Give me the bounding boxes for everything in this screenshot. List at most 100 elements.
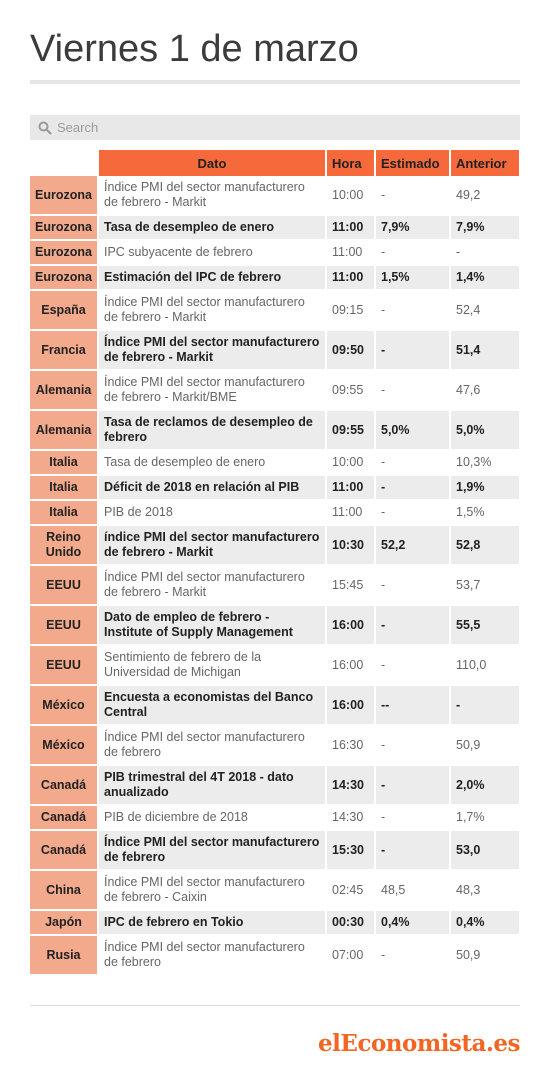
row-hora: 11:00	[327, 476, 376, 501]
row-anterior: 10,3%	[451, 451, 519, 476]
row-dato: Estimación del IPC de febrero	[99, 266, 327, 291]
row-hora: 15:45	[327, 566, 376, 606]
row-country: Alemania	[30, 371, 99, 411]
row-country: Reino Unido	[30, 526, 99, 566]
row-country: Japón	[30, 911, 99, 936]
row-anterior: 50,9	[451, 936, 519, 976]
row-dato: Encuesta a economistas del Banco Central	[99, 686, 327, 726]
table-row: Alemania Índice PMI del sector manufactur…	[30, 371, 519, 411]
row-hora: 16:00	[327, 686, 376, 726]
row-hora: 07:00	[327, 936, 376, 976]
row-anterior: -	[451, 686, 519, 726]
row-dato: IPC subyacente de febrero	[99, 241, 327, 266]
row-anterior: 51,4	[451, 331, 519, 371]
row-anterior: -	[451, 241, 519, 266]
row-hora: 14:30	[327, 766, 376, 806]
row-estimado: -	[376, 501, 451, 526]
row-hora: 15:30	[327, 831, 376, 871]
row-dato: PIB de 2018	[99, 501, 327, 526]
footer-divider	[30, 1005, 520, 1006]
row-estimado: -	[376, 646, 451, 686]
row-dato: Índice PMI del sector manufacturero de f…	[99, 936, 327, 976]
header-dato[interactable]: Dato	[99, 150, 327, 176]
row-hora: 16:00	[327, 646, 376, 686]
table-row: Eurozona Índice PMI del sector manufactur…	[30, 176, 519, 216]
table-row: México Índice PMI del sector manufacturer…	[30, 726, 519, 766]
table-row: México Encuesta a economistas del Banco C…	[30, 686, 519, 726]
row-anterior: 47,6	[451, 371, 519, 411]
search-bar[interactable]	[30, 115, 520, 140]
row-hora: 11:00	[327, 241, 376, 266]
table-row: Italia Déficit de 2018 en relación al PIB…	[30, 476, 519, 501]
row-estimado: 52,2	[376, 526, 451, 566]
row-dato: IPC de febrero en Tokio	[99, 911, 327, 936]
row-country: Francia	[30, 331, 99, 371]
row-dato: Índice PMI del sector manufacturero de f…	[99, 176, 327, 216]
row-estimado: 5,0%	[376, 411, 451, 451]
search-input[interactable]	[57, 120, 477, 135]
row-country: España	[30, 291, 99, 331]
row-estimado: -	[376, 176, 451, 216]
row-anterior: 52,4	[451, 291, 519, 331]
row-hora: 09:15	[327, 291, 376, 331]
row-dato: PIB de diciembre de 2018	[99, 806, 327, 831]
header-anterior[interactable]: Anterior	[451, 150, 519, 176]
table-row: Italia PIB de 2018 11:00-1,5%	[30, 501, 519, 526]
row-country: EEUU	[30, 566, 99, 606]
row-estimado: 48,5	[376, 871, 451, 911]
header-estimado[interactable]: Estimado	[376, 150, 451, 176]
row-hora: 16:30	[327, 726, 376, 766]
row-estimado: -	[376, 726, 451, 766]
row-anterior: 2,0%	[451, 766, 519, 806]
row-anterior: 1,7%	[451, 806, 519, 831]
row-hora: 09:55	[327, 411, 376, 451]
row-hora: 11:00	[327, 501, 376, 526]
row-estimado: -	[376, 766, 451, 806]
row-dato: Índice PMI del sector manufacturero de f…	[99, 566, 327, 606]
row-dato: Déficit de 2018 en relación al PIB	[99, 476, 327, 501]
table-row: EEUU Sentimiento de febrero de la Univers…	[30, 646, 519, 686]
table-row: Rusia Índice PMI del sector manufacturero…	[30, 936, 519, 976]
row-country: Alemania	[30, 411, 99, 451]
row-dato: Índice PMI del sector manufacturero de f…	[99, 726, 327, 766]
row-hora: 09:55	[327, 371, 376, 411]
row-anterior: 0,4%	[451, 911, 519, 936]
row-country: Canadá	[30, 831, 99, 871]
row-country: México	[30, 726, 99, 766]
brand-logo[interactable]: elEconomista.es	[318, 1030, 520, 1057]
title-divider	[30, 80, 520, 84]
table-row: Japón IPC de febrero en Tokio 00:30 0,4% 0,4…	[30, 911, 519, 936]
table-row: EEUU Índice PMI del sector manufacturero …	[30, 566, 519, 606]
table-row: Canadá PIB trimestral del 4T 2018 - dato …	[30, 766, 519, 806]
row-country: EEUU	[30, 606, 99, 646]
row-hora: 14:30	[327, 806, 376, 831]
table-row: Reino Unido índice PMI del sector manufac…	[30, 526, 519, 566]
header-hora[interactable]: Hora	[327, 150, 376, 176]
table-row: Canadá PIB de diciembre de 2018 14:30-1,7%	[30, 806, 519, 831]
row-estimado: 1,5%	[376, 266, 451, 291]
table-row: China Índice PMI del sector manufacturero…	[30, 871, 519, 911]
row-estimado: -	[376, 936, 451, 976]
row-country: Canadá	[30, 766, 99, 806]
row-dato: Sentimiento de febrero de la Universidad…	[99, 646, 327, 686]
row-anterior: 7,9%	[451, 216, 519, 241]
row-anterior: 50,9	[451, 726, 519, 766]
row-dato: PIB trimestral del 4T 2018 - dato anuali…	[99, 766, 327, 806]
row-anterior: 1,5%	[451, 501, 519, 526]
table-row: Francia Índice PMI del sector manufacture…	[30, 331, 519, 371]
row-country: Italia	[30, 451, 99, 476]
row-country: China	[30, 871, 99, 911]
row-country: Canadá	[30, 806, 99, 831]
row-hora: 02:45	[327, 871, 376, 911]
table-row: Canadá Índice PMI del sector manufacturer…	[30, 831, 519, 871]
row-estimado: -	[376, 831, 451, 871]
table-header-row: Dato Hora Estimado Anterior	[30, 150, 519, 176]
table-row: Italia Tasa de desempleo de enero 10:00-10…	[30, 451, 519, 476]
row-dato: Índice PMI del sector manufacturero de f…	[99, 291, 327, 331]
row-anterior: 5,0%	[451, 411, 519, 451]
row-dato: índice PMI del sector manufacturero de f…	[99, 526, 327, 566]
row-estimado: 0,4%	[376, 911, 451, 936]
row-country: Italia	[30, 501, 99, 526]
row-hora: 16:00	[327, 606, 376, 646]
table-row: Eurozona IPC subyacente de febrero 11:00- -	[30, 241, 519, 266]
